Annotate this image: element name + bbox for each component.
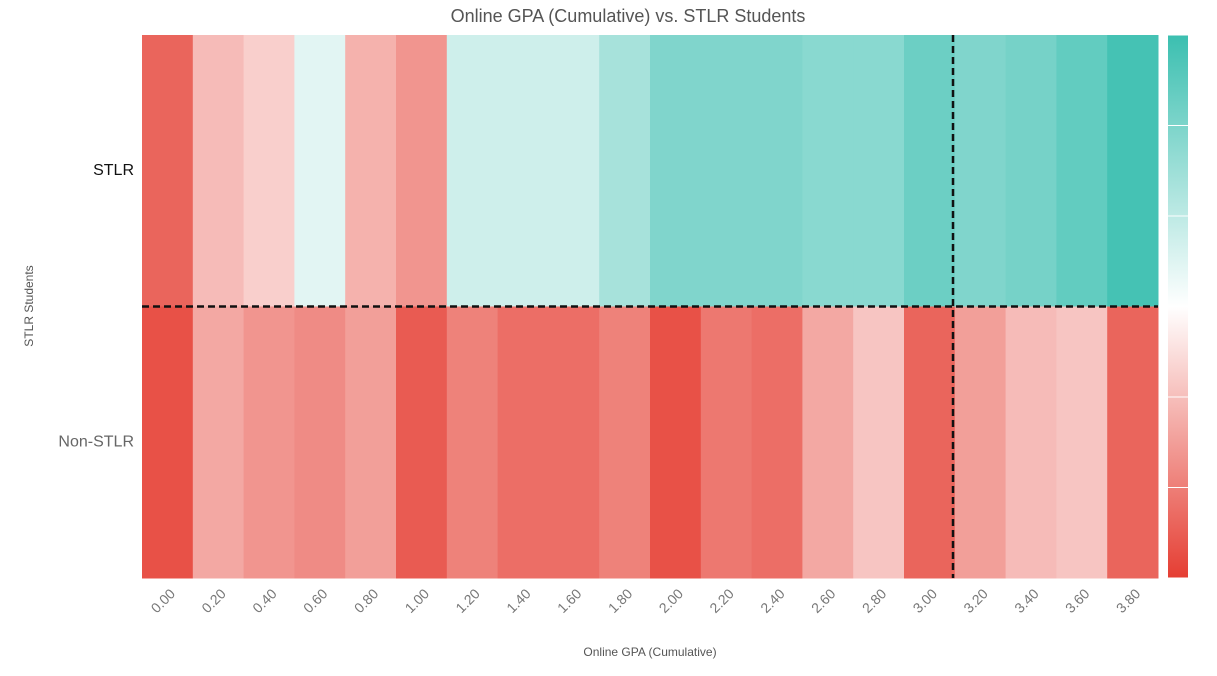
x-tick-label: 3.40 [1011,585,1042,616]
heatmap-cell [142,306,194,579]
heatmap-cell [345,306,397,579]
heatmap-cell [548,35,600,307]
heatmap-cell [802,35,854,307]
x-tick-label: 3.00 [910,585,941,616]
x-tick-label: 0.80 [351,585,382,616]
x-tick-label: 0.20 [198,585,229,616]
heatmap-cell [954,35,1007,307]
colorbar-ticks [1168,34,1188,579]
heatmap-cell [446,306,499,579]
heatmap-cell [446,35,499,307]
heatmap-cell [1056,306,1108,579]
heatmap-cell [497,35,549,307]
heatmap-cell [243,306,295,579]
heatmap-cell [954,306,1007,579]
heatmap-cell [700,35,753,307]
x-tick-label: 1.80 [605,585,636,616]
heatmap-cell [751,35,803,307]
heatmap-cell [700,306,753,579]
heatmap-cell [650,35,702,307]
heatmap-cell [548,306,600,579]
heatmap-cell [497,306,549,579]
x-tick-label: 1.20 [452,585,483,616]
heatmap-cell [1056,35,1108,307]
x-tick-label: 1.40 [503,585,534,616]
heatmap-cell [599,306,651,579]
x-tick-label: 0.40 [249,585,280,616]
heatmap-cell [192,306,245,579]
heatmap-cell [904,306,956,579]
chart-title: Online GPA (Cumulative) vs. STLR Student… [451,6,806,26]
y-tick-label: STLR [93,162,134,179]
x-tick-label: 3.60 [1062,585,1093,616]
x-tick-label: 0.00 [148,585,179,616]
x-tick-label: 2.80 [859,585,890,616]
heatmap-cell [853,306,905,579]
x-tick-label: 2.00 [656,585,687,616]
heatmap-cell [142,35,194,307]
heatmap-cell [599,35,651,307]
heatmap-cell [294,35,346,307]
heatmap-cell [1107,306,1159,579]
heatmap-cell [751,306,803,579]
x-tick-label: 2.60 [808,585,839,616]
heatmap-cell [294,306,346,579]
x-tick-label: 1.00 [402,585,433,616]
heatmap-cell [1005,306,1057,579]
x-tick-label: 3.20 [960,585,991,616]
heatmap-cell [396,306,448,579]
heatmap-cell [853,35,905,307]
y-axis-label: STLR Students [22,265,36,346]
heatmap-cell [650,306,702,579]
x-tick-label: 1.60 [554,585,585,616]
x-tick-label: 3.80 [1113,585,1144,616]
heatmap-cell [802,306,854,579]
heatmap-cell [1107,35,1159,307]
heatmap-cell [345,35,397,307]
heatmap-cells [142,35,1159,579]
y-tick-label: Non-STLR [58,433,134,450]
x-tick-label: 2.40 [757,585,788,616]
x-axis-label: Online GPA (Cumulative) [583,645,716,659]
x-tick-label: 0.60 [300,585,331,616]
heatmap-cell [1005,35,1057,307]
heatmap-cell [396,35,448,307]
x-tick-label: 2.20 [706,585,737,616]
heatmap-cell [243,35,295,307]
heatmap-cell [904,35,956,307]
heatmap-cell [192,35,245,307]
